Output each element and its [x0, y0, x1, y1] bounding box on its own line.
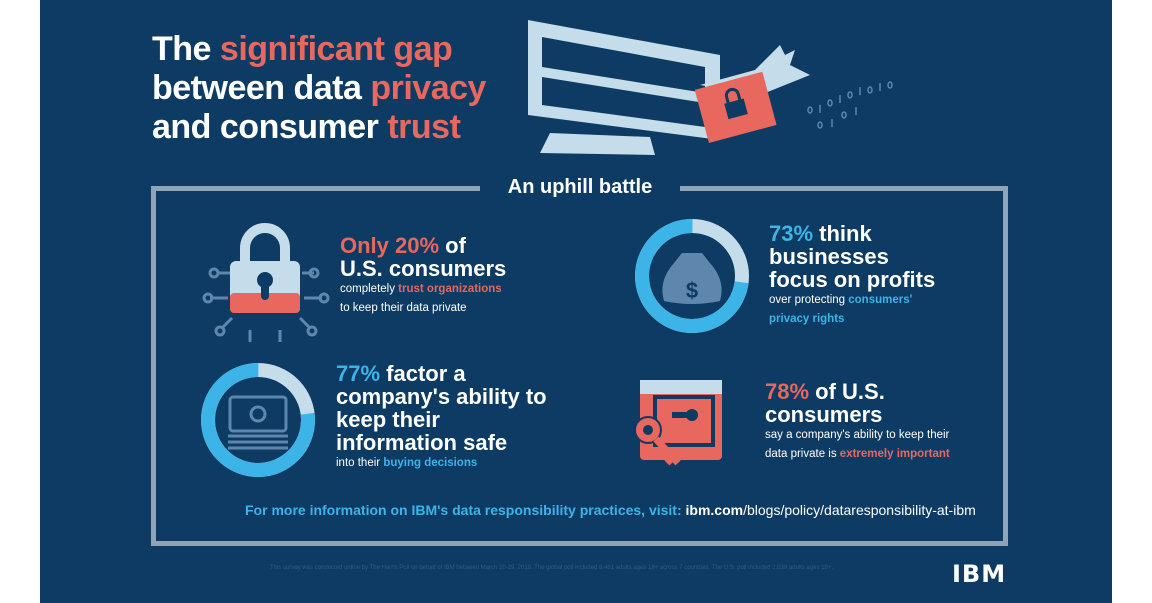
- safe-key-icon: [634, 380, 722, 466]
- money-bag-icon: $: [662, 253, 722, 304]
- section-title: An uphill battle: [507, 176, 653, 198]
- hacker-monitor-illustration: [528, 20, 893, 155]
- donut-73-percent: $: [635, 219, 749, 333]
- donut-fill: [201, 363, 315, 477]
- stat-73-percent: 73% think businesses focus on profits ov…: [769, 221, 936, 325]
- donut-77-percent: [201, 363, 315, 477]
- cash-stack-icon: [228, 395, 288, 450]
- donut-fill: [635, 219, 749, 333]
- survey-footnote: This survey was conducted online by The …: [270, 565, 834, 571]
- ibm-link[interactable]: ibm.com/blogs/policy/dataresponsibility-…: [685, 502, 976, 518]
- stat-20-percent: Only 20% of U.S. consumers completely tr…: [340, 233, 507, 314]
- svg-text:$: $: [686, 278, 698, 303]
- infographic: The significant gap between data privacy…: [40, 0, 1112, 603]
- ibm-logo: IBM: [952, 560, 1007, 588]
- binary-digits-decoration: [807, 81, 893, 129]
- stat-77-percent: 77% factor a company's ability to keep t…: [336, 361, 547, 469]
- stat-78-percent: 78% of U.S. consumers say a company's ab…: [765, 379, 950, 460]
- headline: The significant gap between data privacy…: [152, 30, 486, 146]
- more-info-line: For more information on IBM's data respo…: [245, 502, 976, 518]
- padlock-circuit-icon: [202, 223, 330, 342]
